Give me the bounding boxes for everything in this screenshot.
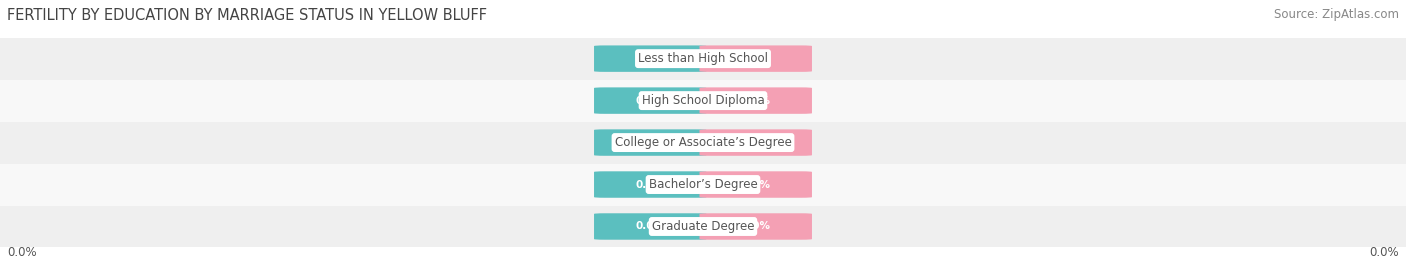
Text: 0.0%: 0.0% bbox=[1369, 246, 1399, 259]
FancyBboxPatch shape bbox=[700, 129, 813, 156]
Legend: Married, Unmarried: Married, Unmarried bbox=[610, 264, 796, 269]
Text: High School Diploma: High School Diploma bbox=[641, 94, 765, 107]
Text: Graduate Degree: Graduate Degree bbox=[652, 220, 754, 233]
Text: 0.0%: 0.0% bbox=[741, 95, 770, 106]
Text: Less than High School: Less than High School bbox=[638, 52, 768, 65]
FancyBboxPatch shape bbox=[0, 80, 1406, 122]
Text: 0.0%: 0.0% bbox=[741, 221, 770, 232]
Text: 0.0%: 0.0% bbox=[636, 221, 665, 232]
Text: 0.0%: 0.0% bbox=[741, 137, 770, 148]
FancyBboxPatch shape bbox=[700, 45, 813, 72]
FancyBboxPatch shape bbox=[700, 213, 813, 240]
Text: Source: ZipAtlas.com: Source: ZipAtlas.com bbox=[1274, 8, 1399, 21]
Text: 0.0%: 0.0% bbox=[741, 179, 770, 190]
Text: 0.0%: 0.0% bbox=[636, 179, 665, 190]
FancyBboxPatch shape bbox=[593, 45, 707, 72]
FancyBboxPatch shape bbox=[593, 213, 707, 240]
Text: FERTILITY BY EDUCATION BY MARRIAGE STATUS IN YELLOW BLUFF: FERTILITY BY EDUCATION BY MARRIAGE STATU… bbox=[7, 8, 486, 23]
Text: 0.0%: 0.0% bbox=[636, 54, 665, 64]
FancyBboxPatch shape bbox=[593, 129, 707, 156]
FancyBboxPatch shape bbox=[593, 171, 707, 198]
FancyBboxPatch shape bbox=[0, 38, 1406, 80]
Text: 0.0%: 0.0% bbox=[7, 246, 37, 259]
Text: 0.0%: 0.0% bbox=[741, 54, 770, 64]
FancyBboxPatch shape bbox=[593, 87, 707, 114]
Text: 0.0%: 0.0% bbox=[636, 137, 665, 148]
Text: College or Associate’s Degree: College or Associate’s Degree bbox=[614, 136, 792, 149]
Text: Bachelor’s Degree: Bachelor’s Degree bbox=[648, 178, 758, 191]
FancyBboxPatch shape bbox=[0, 164, 1406, 206]
FancyBboxPatch shape bbox=[0, 122, 1406, 164]
Text: 0.0%: 0.0% bbox=[636, 95, 665, 106]
FancyBboxPatch shape bbox=[0, 206, 1406, 247]
FancyBboxPatch shape bbox=[700, 87, 813, 114]
FancyBboxPatch shape bbox=[700, 171, 813, 198]
